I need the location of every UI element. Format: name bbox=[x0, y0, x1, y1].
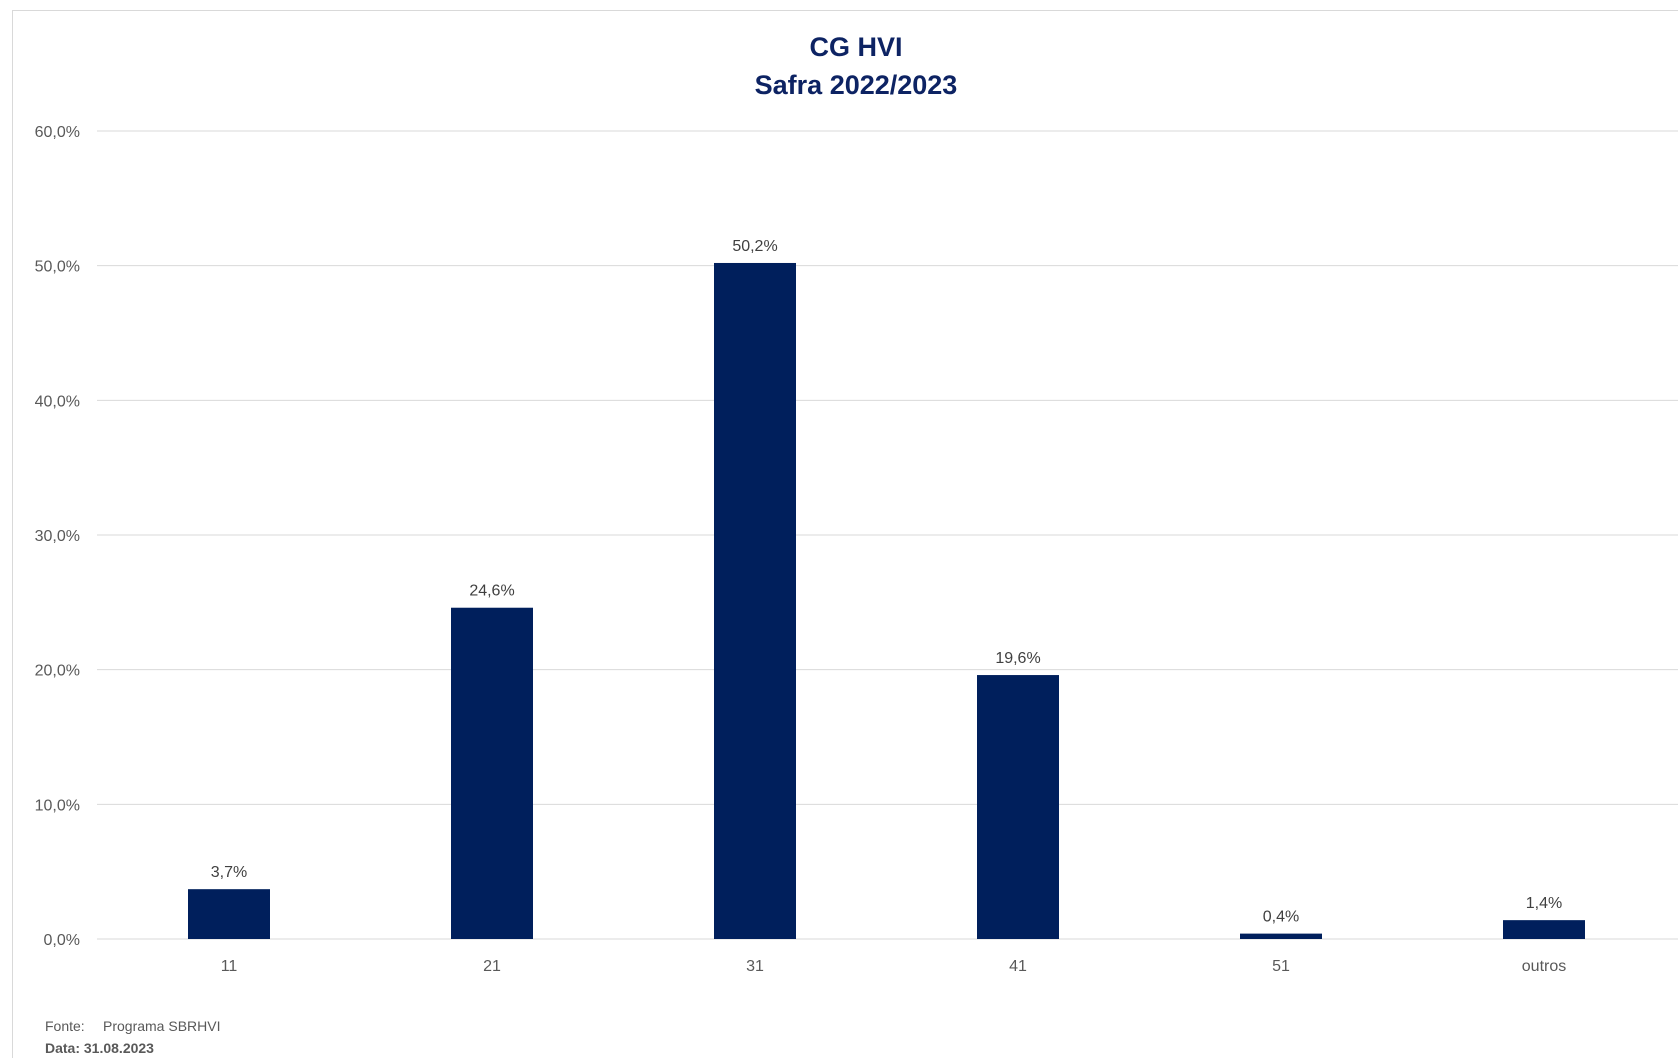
y-tick-label: 0,0% bbox=[44, 932, 80, 949]
bars bbox=[188, 262, 1585, 939]
footer-date: Data: 31.08.2023 bbox=[45, 1040, 154, 1056]
y-tick-label: 10,0% bbox=[35, 797, 80, 814]
x-tick-label-51: 51 bbox=[1272, 958, 1290, 975]
x-tick-label-11: 11 bbox=[221, 958, 238, 975]
x-tick-label-31: 31 bbox=[746, 958, 764, 975]
y-tick-label: 40,0% bbox=[35, 393, 80, 410]
y-tick-label: 20,0% bbox=[35, 663, 80, 680]
bar-31 bbox=[714, 262, 796, 939]
y-tick-label: 50,0% bbox=[35, 259, 80, 276]
bar-51 bbox=[1240, 933, 1322, 939]
footer-source-value: Programa SBRHVI bbox=[103, 1018, 221, 1034]
data-label-21: 24,6% bbox=[469, 583, 514, 600]
footer-source: Fonte: Programa SBRHVI bbox=[45, 1018, 220, 1034]
y-tick-label: 30,0% bbox=[35, 528, 80, 545]
data-labels: 3,7% 24,6% 50,2% 19,6% 0,4% 1,4% bbox=[211, 238, 1562, 926]
x-tick-label-outros: outros bbox=[1522, 958, 1566, 975]
y-axis-ticks: 0,0% 10,0% 20,0% 30,0% 40,0% 50,0% 60,0% bbox=[35, 124, 80, 949]
bar-41 bbox=[977, 675, 1059, 939]
chart-title: CG HVI bbox=[809, 32, 903, 62]
x-tick-label-41: 41 bbox=[1009, 958, 1027, 975]
data-label-41: 19,6% bbox=[995, 650, 1040, 667]
x-axis-ticks: 11 21 31 41 51 outros bbox=[221, 958, 1567, 975]
chart-frame bbox=[12, 10, 1678, 1058]
y-tick-label: 60,0% bbox=[35, 124, 80, 141]
data-label-outros: 1,4% bbox=[1526, 895, 1562, 912]
chart-title-block: CG HVI Safra 2022/2023 bbox=[0, 28, 1678, 104]
bar-11 bbox=[188, 889, 270, 939]
footer-source-label: Fonte: bbox=[45, 1018, 85, 1034]
data-label-51: 0,4% bbox=[1263, 909, 1299, 926]
bar-outros bbox=[1503, 920, 1585, 939]
gridlines bbox=[97, 130, 1678, 940]
bar-21 bbox=[451, 607, 533, 939]
x-tick-label-21: 21 bbox=[483, 958, 501, 975]
chart-subtitle: Safra 2022/2023 bbox=[754, 70, 958, 100]
data-label-31: 50,2% bbox=[732, 238, 777, 255]
data-label-11: 3,7% bbox=[211, 864, 247, 881]
